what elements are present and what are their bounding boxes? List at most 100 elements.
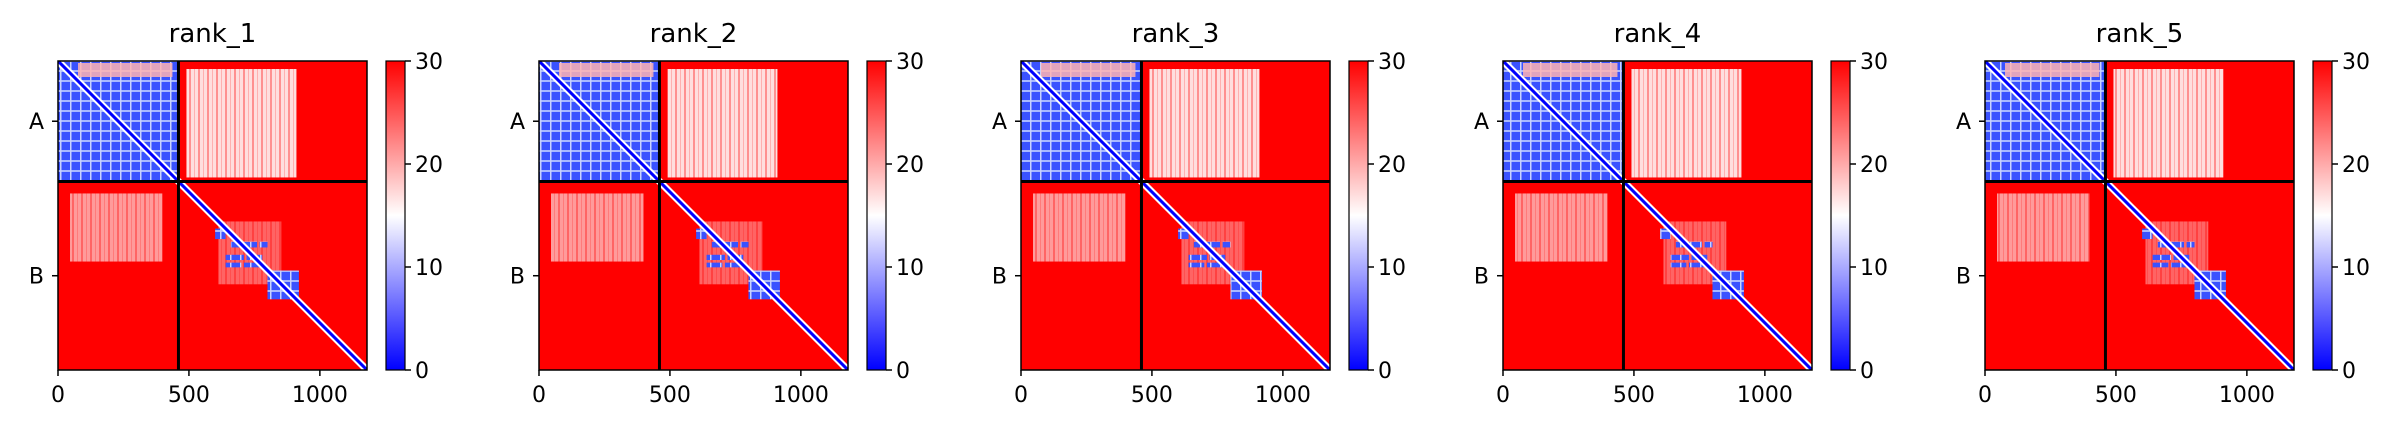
block-A-A-upper	[78, 63, 173, 77]
x-tick-label: 1000	[1737, 383, 1793, 408]
diagonal	[1021, 61, 1330, 370]
domain-block	[1670, 254, 1689, 261]
heatmap	[1503, 61, 1812, 370]
colorbar: 0 10 20 30	[1830, 50, 1888, 384]
panel-title: rank_5	[2096, 19, 2184, 49]
colorbar-tick-label: 0	[1860, 359, 1874, 384]
domain-block	[225, 262, 242, 268]
block-A-B	[1149, 69, 1260, 178]
colorbar-tick-label: 30	[415, 50, 443, 75]
block-A-A-upper	[559, 63, 654, 77]
y-tick-label: A	[992, 110, 1007, 135]
axes-frame	[1020, 60, 1331, 371]
block-B-A	[1033, 193, 1126, 262]
colorbar-tick-label: 30	[896, 50, 924, 75]
block-B-A	[70, 193, 163, 262]
panel-2: rank_2 A B 0 500 1000 0 10 20 30	[510, 19, 924, 408]
block-A-B	[667, 69, 778, 178]
colorbar-gradient	[385, 60, 406, 371]
x-tick-label: 1000	[773, 383, 829, 408]
domain-block	[1206, 262, 1226, 268]
diagonal	[539, 61, 848, 370]
colorbar: 0 10 20 30	[2312, 50, 2370, 384]
y-tick-label: B	[510, 265, 525, 290]
domain-block	[215, 228, 226, 240]
block-A-A-upper	[2005, 63, 2100, 77]
colorbar: 0 10 20 30	[866, 50, 924, 384]
colorbar-tick-label: 0	[896, 359, 910, 384]
colorbar-tick-label: 10	[1860, 256, 1888, 281]
panel-title: rank_4	[1614, 19, 1702, 49]
panel-3: rank_3 A B 0 500 1000 0 10 20 30	[992, 19, 1406, 408]
colorbar-tick-label: 30	[1860, 50, 1888, 75]
y-tick-label: B	[29, 265, 44, 290]
x-tick-label: 500	[1613, 383, 1655, 408]
domain-block	[2142, 228, 2153, 240]
block-B-A	[551, 193, 644, 262]
domain-block	[740, 241, 749, 248]
y-tick-label: B	[992, 265, 1007, 290]
heatmap	[58, 61, 367, 370]
domain-block	[1222, 241, 1231, 248]
colorbar-tick-label: 20	[2342, 153, 2370, 178]
panel-title: rank_2	[650, 19, 738, 49]
colorbar-gradient	[2312, 60, 2333, 371]
colorbar-tick-label: 10	[1378, 256, 1406, 281]
domain-block	[706, 262, 723, 268]
x-tick-label: 0	[532, 383, 546, 408]
colorbar-gradient	[866, 60, 887, 371]
domain-block	[2173, 241, 2185, 248]
colorbar-tick-label: 10	[896, 256, 924, 281]
heatmap	[539, 61, 848, 370]
domain-block	[225, 254, 244, 261]
domain-block	[2152, 254, 2171, 261]
colorbar-tick-label: 30	[1378, 50, 1406, 75]
block-B-A	[1515, 193, 1608, 262]
domain-block	[1188, 262, 1205, 268]
x-tick-label: 1000	[1255, 383, 1311, 408]
domain-block	[706, 254, 725, 261]
colorbar-tick-label: 10	[415, 256, 443, 281]
block-A-B	[1631, 69, 1742, 178]
colorbar-tick-label: 30	[2342, 50, 2370, 75]
axes-frame	[57, 60, 368, 371]
domain-block	[1688, 262, 1708, 268]
colorbar-tick-label: 10	[2342, 256, 2370, 281]
domain-block	[1209, 241, 1221, 248]
x-tick-label: 500	[649, 383, 691, 408]
heatmap	[1985, 61, 2294, 370]
colorbar: 0 10 20 30	[1348, 50, 1406, 384]
colorbar-tick-label: 20	[896, 153, 924, 178]
x-tick-label: 0	[51, 383, 65, 408]
x-tick-label: 0	[1496, 383, 1510, 408]
x-tick-label: 500	[168, 383, 210, 408]
colorbar-tick-label: 20	[1378, 153, 1406, 178]
colorbar-gradient	[1348, 60, 1369, 371]
heatmap	[1021, 61, 1330, 370]
x-tick-label: 0	[1978, 383, 1992, 408]
y-tick-label: A	[29, 110, 44, 135]
block-A-A-upper	[1523, 63, 1618, 77]
panel-4: rank_4 A B 0 500 1000 0 10 20 30	[1474, 19, 1888, 408]
domain-block	[2170, 262, 2190, 268]
block-A-B	[186, 69, 297, 178]
domain-block	[2152, 262, 2169, 268]
domain-block	[2186, 241, 2195, 248]
colorbar-tick-label: 0	[415, 359, 429, 384]
y-tick-label: A	[510, 110, 525, 135]
y-tick-label: A	[1474, 110, 1489, 135]
domain-block	[724, 262, 744, 268]
axes-frame	[538, 60, 849, 371]
domain-block	[1691, 241, 1703, 248]
domain-block	[259, 241, 268, 248]
x-tick-label: 1000	[292, 383, 348, 408]
colorbar-tick-label: 0	[2342, 359, 2356, 384]
domain-block	[727, 241, 739, 248]
domain-block	[243, 262, 263, 268]
colorbar: 0 10 20 30	[385, 50, 443, 384]
block-B-A	[1997, 193, 2090, 262]
diagonal	[58, 61, 367, 370]
colorbar-gradient	[1830, 60, 1851, 371]
y-tick-label: B	[1474, 265, 1489, 290]
